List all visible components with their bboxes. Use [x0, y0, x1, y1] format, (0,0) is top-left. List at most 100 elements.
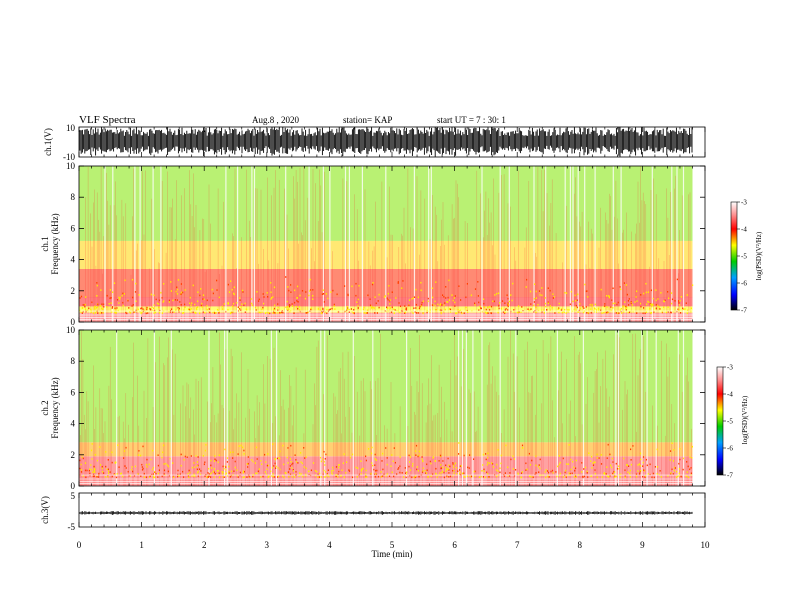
ch2-spectrogram-speckle	[671, 442, 673, 444]
ch1-spectrogram-speckle	[498, 305, 500, 307]
ch1-spectrogram-speckle	[309, 290, 311, 292]
ch1-spectrogram-speckle	[611, 299, 613, 301]
ch2-spectrogram-speckle	[217, 473, 219, 475]
ch2-spectrogram-speckle	[199, 468, 201, 470]
ch1-spectrogram-speckle	[604, 305, 606, 307]
ch2-spectrogram-speckle	[396, 473, 398, 475]
ch2-spectrogram-speckle	[464, 476, 466, 478]
ch1-spectrogram-speckle	[664, 299, 666, 302]
ch2-spectrogram-speckle	[429, 460, 431, 463]
ch1-spectrogram-speckle	[209, 311, 211, 314]
ch2-spectrogram-speckle	[217, 461, 219, 464]
ch2-spectrogram-speckle	[146, 466, 148, 468]
ch2-spectrogram-speckle	[600, 454, 602, 456]
ch1-spectrogram-speckle	[447, 296, 449, 299]
ch2-spectrogram-speckle	[614, 471, 616, 473]
ch2-spectrogram-speckle	[138, 454, 140, 456]
ch2-spectrogram-speckle	[598, 457, 600, 459]
ch1-spectrogram-speckle	[460, 299, 462, 301]
ch1-spectrogram-speckle	[575, 309, 577, 312]
ch1-spectrogram-speckle	[132, 304, 134, 306]
ch2-spectrogram-xticks	[78, 330, 706, 486]
ch1-spectrogram-xticks	[78, 166, 706, 322]
ch1-spectrogram-speckle	[679, 304, 681, 306]
ch1-spectrogram-speckle	[111, 307, 113, 309]
ch2-spectrogram-speckle	[208, 473, 210, 475]
ch2-spectrogram-speckle	[283, 476, 285, 479]
ch2-spectrogram-speckle	[474, 470, 476, 473]
ch1-spectrogram-speckle	[367, 294, 369, 297]
ch2-spectrogram-speckle	[416, 466, 418, 468]
ch2-spectrogram-speckle	[249, 476, 251, 479]
ch1-spectrogram-speckle	[363, 312, 365, 314]
ch2-spectrogram-speckle	[291, 467, 293, 469]
ch1-spectrogram-speckle	[454, 301, 456, 304]
ch1-spectrogram-speckle	[182, 291, 184, 294]
ch1-spectrogram-speckle	[385, 310, 387, 313]
ch1-spectrogram-speckle	[270, 282, 272, 284]
ch1-spectrogram-speckle	[483, 306, 485, 308]
ch1-spectrogram-speckle	[391, 291, 393, 293]
ch1-spectrogram-speckle	[227, 283, 229, 286]
ch1-spectrogram-speckle	[404, 311, 406, 314]
ch2-spectrogram-speckle	[260, 460, 262, 462]
ch2-spectrogram-speckle	[349, 456, 351, 459]
ch1-spectrogram-speckle	[384, 295, 386, 297]
ch1-spectrogram-speckle	[378, 306, 380, 309]
ch2-spectrogram-speckle	[324, 471, 327, 473]
ch2-spectrogram-speckle	[409, 469, 411, 471]
ch1-spectrogram-speckle	[323, 301, 325, 303]
ch1-spectrogram-speckle	[508, 304, 510, 306]
ch2-spectrogram-speckle	[151, 473, 153, 476]
ch2-spectrogram-speckle	[436, 476, 438, 478]
ch1-spectrogram-speckle	[100, 289, 102, 291]
ch2-spectrogram-speckle	[267, 464, 270, 467]
ch2-spectrogram-speckle	[515, 469, 517, 471]
ch1-spectrogram-speckle	[347, 294, 349, 297]
ch1-spectrogram-speckle	[371, 307, 373, 309]
ch1-colorbar-label: log(PSD)(V²/Hz)	[755, 231, 763, 280]
ch1-spectrogram-speckle	[243, 304, 245, 307]
ch2-spectrogram-speckle	[496, 463, 498, 466]
ch1-spectrogram-speckle	[116, 299, 119, 301]
ch1-spectrogram-speckle	[178, 309, 180, 312]
ch2-spectrogram-speckle	[463, 454, 465, 457]
ch2-spectrogram-speckle	[273, 465, 275, 467]
time-tick-label: 10	[701, 540, 711, 550]
ch1-spectrogram-speckle	[353, 309, 355, 311]
ch2-spectrogram-speckle	[305, 473, 307, 476]
ch1-spectrogram-speckle	[180, 293, 182, 295]
ch1-spectrogram-speckle	[489, 305, 491, 308]
ch2-spectrogram-speckle	[303, 447, 305, 449]
ch2-spectrogram-speckle	[293, 473, 295, 476]
ch1-spectrogram-speckle	[551, 306, 553, 309]
ch2-spectrogram-speckle	[463, 472, 465, 475]
ch1-spectrogram-speckle	[474, 288, 477, 290]
ch2-spectrogram-speckle	[285, 472, 287, 475]
ch1-spectrogram-speckle	[604, 311, 606, 313]
ch1-spectrogram-speckle	[122, 301, 124, 304]
ch2-spectrogram-speckle	[371, 446, 373, 449]
ch2-spectrogram-speckle	[458, 453, 460, 455]
ch2-spectrogram-speckle	[405, 472, 407, 474]
ch2-spectrogram-speckle	[673, 469, 675, 472]
ch2-spectrogram-speckle	[177, 469, 179, 472]
ch2-spectrogram-speckle	[409, 456, 411, 458]
ch1-spectrogram-speckle	[686, 312, 688, 315]
ch1-spectrogram-speckle	[250, 298, 253, 300]
ch2-spectrogram-speckle	[572, 460, 574, 463]
ch1-spectrogram-speckle	[281, 311, 283, 314]
ch1-spectrogram-speckle	[241, 303, 243, 305]
ch1-spectrogram-speckle	[177, 279, 180, 281]
ch1-spectrogram-speckle	[529, 290, 532, 293]
ch2-spectrogram-speckle	[158, 469, 160, 471]
ch1-spectrogram-speckle	[626, 293, 628, 296]
ch1-spectrogram-speckle	[158, 303, 160, 305]
ch1-spectrogram-speckle	[123, 293, 125, 295]
ch1-spectrogram-speckle	[640, 294, 642, 296]
ch1-spectrogram-speckle	[256, 291, 258, 293]
ch1-spectrogram-speckle	[483, 298, 485, 300]
ch2-spectrogram-speckle	[442, 466, 444, 469]
ch2-spectrogram-gaps	[116, 330, 685, 486]
